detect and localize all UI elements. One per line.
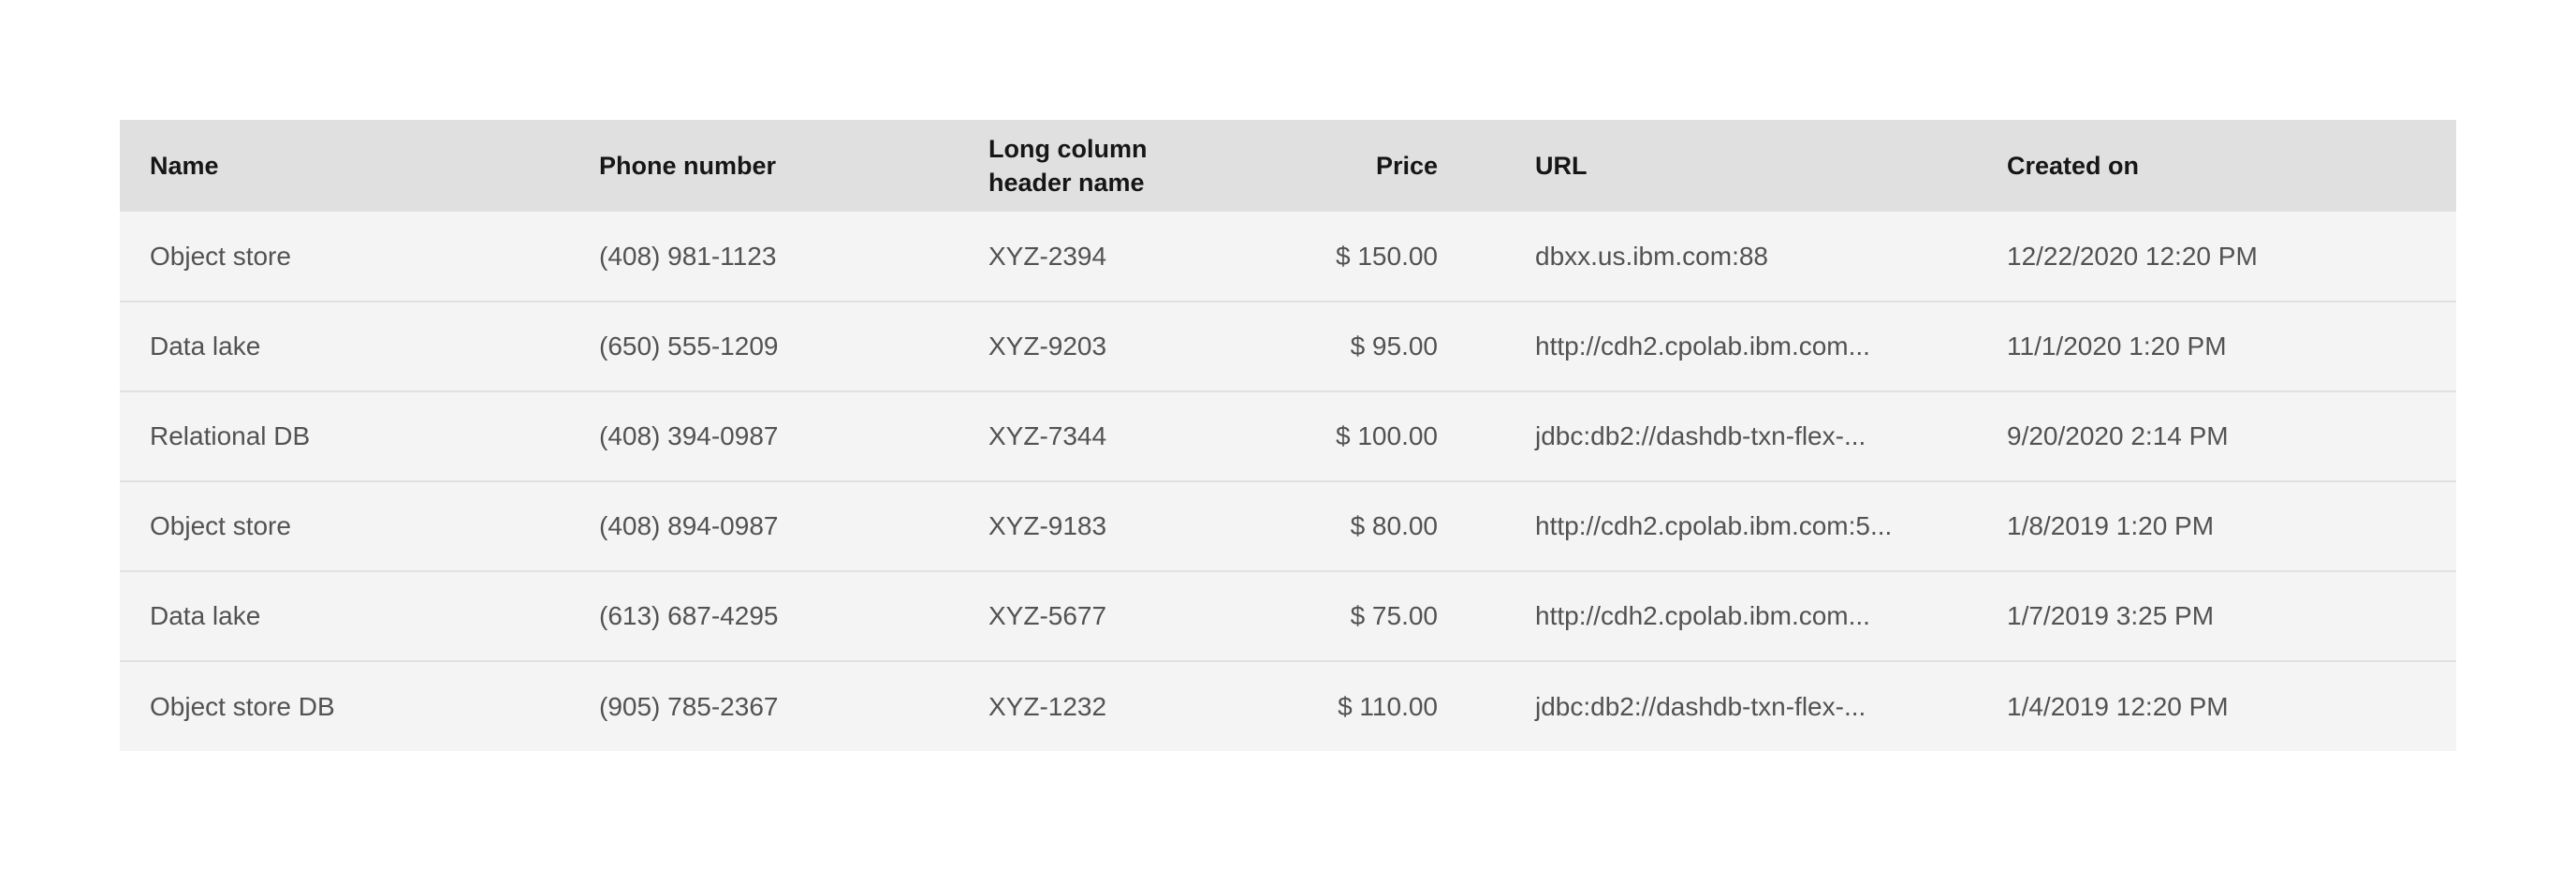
column-header-created[interactable]: Created on xyxy=(2007,152,2140,180)
cell-code: XYZ-9183 xyxy=(988,511,1107,540)
table-row[interactable]: Data lake (650) 555-1209 XYZ-9203 $ 95.0… xyxy=(120,302,2456,391)
cell-phone: (408) 394-0987 xyxy=(599,421,779,450)
cell-price: $ 80.00 xyxy=(1350,511,1438,540)
cell-created: 9/20/2020 2:14 PM xyxy=(2007,421,2229,450)
column-header-price[interactable]: Price xyxy=(1375,152,1438,180)
cell-name: Object store xyxy=(150,511,291,540)
cell-url: jdbc:db2://dashdb-txn-flex-... xyxy=(1535,421,1866,450)
cell-created: 1/8/2019 1:20 PM xyxy=(2007,511,2215,540)
column-header-url[interactable]: URL xyxy=(1535,152,1588,180)
cell-code: XYZ-2394 xyxy=(988,241,1107,271)
cell-code: XYZ-9203 xyxy=(988,331,1107,361)
cell-name: Object store DB xyxy=(150,691,335,721)
cell-code: XYZ-1232 xyxy=(988,691,1107,721)
cell-name: Data lake xyxy=(150,601,261,630)
cell-created: 1/4/2019 12:20 PM xyxy=(2007,691,2229,721)
table-header: Name Phone number Long column header nam… xyxy=(120,120,2456,212)
table-header-row: Name Phone number Long column header nam… xyxy=(120,120,2456,212)
table-row[interactable]: Data lake (613) 687-4295 XYZ-5677 $ 75.0… xyxy=(120,571,2456,661)
cell-price: $ 150.00 xyxy=(1336,241,1438,271)
cell-name: Relational DB xyxy=(150,421,311,450)
cell-phone: (408) 894-0987 xyxy=(599,511,779,540)
cell-url: jdbc:db2://dashdb-txn-flex-... xyxy=(1535,691,1866,721)
cell-price: $ 75.00 xyxy=(1350,601,1438,630)
data-table-container: Name Phone number Long column header nam… xyxy=(120,120,2456,751)
cell-price: $ 95.00 xyxy=(1350,331,1438,361)
cell-phone: (905) 785-2367 xyxy=(599,691,779,721)
cell-url: http://cdh2.cpolab.ibm.com:5... xyxy=(1535,511,1893,540)
cell-name: Data lake xyxy=(150,331,261,361)
cell-phone: (408) 981-1123 xyxy=(599,241,777,271)
cell-price: $ 110.00 xyxy=(1338,691,1438,721)
data-table: Name Phone number Long column header nam… xyxy=(120,120,2456,751)
column-header-name[interactable]: Name xyxy=(150,152,219,180)
column-header-long[interactable]: Long column header name xyxy=(959,120,1213,212)
cell-code: XYZ-5677 xyxy=(988,601,1107,630)
cell-price: $ 100.00 xyxy=(1336,421,1438,450)
table-row[interactable]: Object store (408) 894-0987 XYZ-9183 $ 8… xyxy=(120,481,2456,571)
cell-url: http://cdh2.cpolab.ibm.com... xyxy=(1535,331,1870,361)
table-row[interactable]: Object store (408) 981-1123 XYZ-2394 $ 1… xyxy=(120,212,2456,302)
column-header-phone[interactable]: Phone number xyxy=(599,152,777,180)
cell-created: 11/1/2020 1:20 PM xyxy=(2007,331,2227,361)
cell-phone: (650) 555-1209 xyxy=(599,331,779,361)
cell-created: 1/7/2019 3:25 PM xyxy=(2007,601,2215,630)
cell-code: XYZ-7344 xyxy=(988,421,1107,450)
table-row[interactable]: Object store DB (905) 785-2367 XYZ-1232 … xyxy=(120,661,2456,751)
cell-url: dbxx.us.ibm.com:88 xyxy=(1535,241,1768,271)
table-row[interactable]: Relational DB (408) 394-0987 XYZ-7344 $ … xyxy=(120,391,2456,481)
column-header-long-line1: Long column xyxy=(988,135,1148,163)
table-body: Object store (408) 981-1123 XYZ-2394 $ 1… xyxy=(120,212,2456,751)
column-header-long-line2: header name xyxy=(988,169,1145,197)
cell-name: Object store xyxy=(150,241,291,271)
cell-url: http://cdh2.cpolab.ibm.com... xyxy=(1535,601,1870,630)
cell-created: 12/22/2020 12:20 PM xyxy=(2007,241,2258,271)
cell-phone: (613) 687-4295 xyxy=(599,601,779,630)
